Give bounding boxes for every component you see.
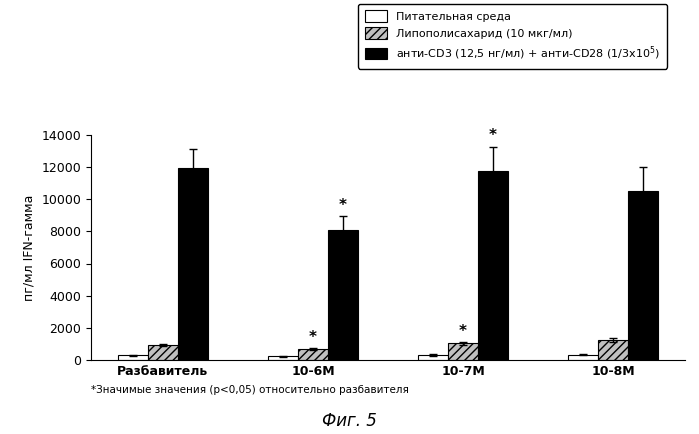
Bar	[568, 355, 598, 360]
Bar	[418, 355, 448, 360]
Bar	[598, 340, 628, 360]
Bar	[148, 345, 178, 360]
Text: *: *	[309, 330, 317, 345]
Bar	[268, 356, 298, 360]
Bar	[448, 343, 478, 360]
Bar	[298, 349, 328, 360]
Text: *Значимые значения (р<0,05) относительно разбавителя: *Значимые значения (р<0,05) относительно…	[91, 385, 409, 395]
Bar	[118, 355, 148, 360]
Bar	[478, 171, 508, 360]
Legend: Питательная среда, Липополисахарид (10 мкг/мл), анти-CD3 (12,5 нг/мл) + анти-CD2: Питательная среда, Липополисахарид (10 м…	[359, 3, 667, 69]
Bar	[178, 168, 208, 360]
Bar	[328, 230, 358, 360]
Y-axis label: пг/мл IFN-гамма: пг/мл IFN-гамма	[22, 194, 36, 301]
Text: *: *	[489, 128, 497, 143]
Text: Фиг. 5: Фиг. 5	[322, 412, 377, 430]
Text: *: *	[459, 324, 467, 339]
Text: *: *	[339, 198, 347, 213]
Bar	[628, 191, 658, 360]
